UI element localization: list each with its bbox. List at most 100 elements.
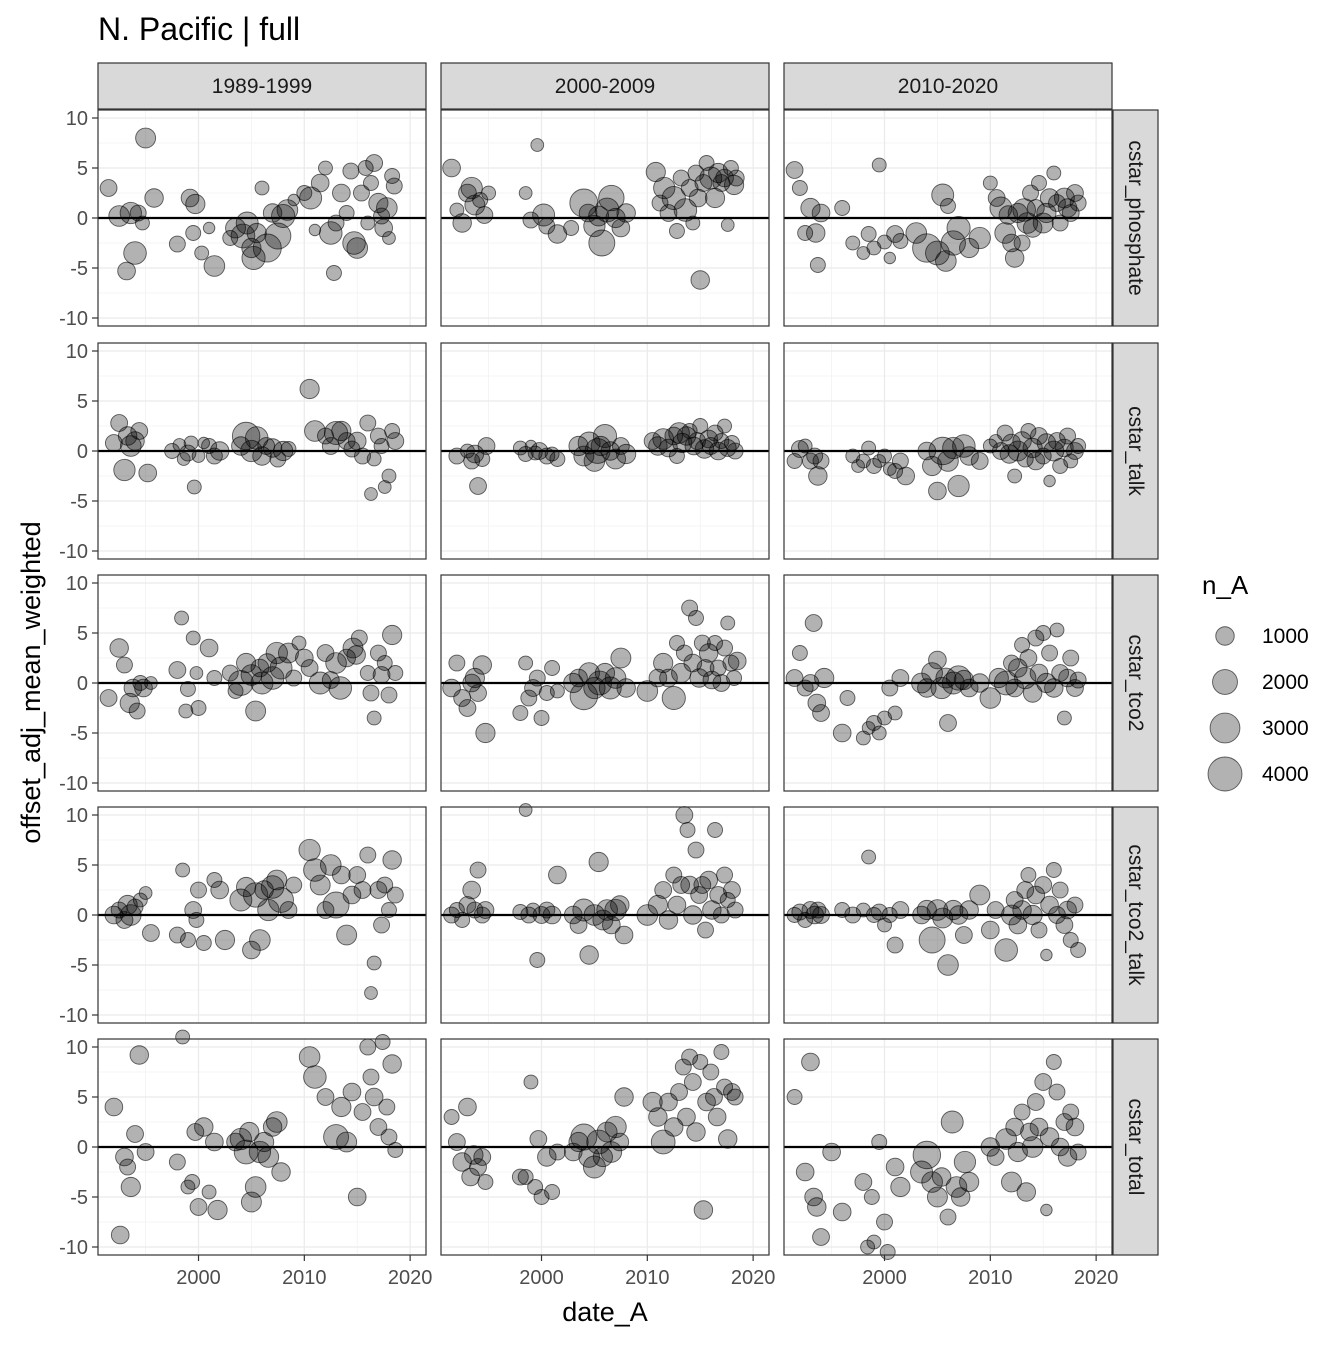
panel-border (440, 574, 770, 792)
data-point (946, 215, 971, 241)
data-point (856, 246, 871, 260)
data-point (296, 185, 313, 201)
data-point (195, 935, 212, 951)
row-strip-label: cstar_total (1124, 1099, 1147, 1196)
data-point (1065, 1117, 1085, 1137)
data-point (677, 1107, 696, 1127)
data-point (477, 1174, 494, 1190)
data-point (252, 233, 282, 263)
data-point (610, 647, 632, 669)
data-point (366, 710, 382, 726)
data-point (890, 1176, 911, 1198)
data-point (970, 452, 989, 470)
y-tick-label: 5 (77, 1087, 88, 1109)
data-point (598, 184, 625, 212)
data-point (979, 687, 1002, 709)
panel-border (783, 1038, 1113, 1256)
data-point (905, 222, 928, 244)
data-point (475, 722, 496, 744)
data-point (681, 599, 699, 617)
data-point (723, 881, 741, 899)
data-point (135, 127, 157, 149)
data-point (481, 185, 497, 201)
y-tick-label: 0 (77, 1137, 88, 1159)
data-point (1020, 423, 1037, 439)
data-point (969, 884, 991, 906)
data-point (298, 838, 321, 862)
data-point (120, 1176, 141, 1198)
data-point (518, 655, 534, 671)
legend-label: 2000 (1262, 671, 1309, 694)
data-point (308, 223, 322, 237)
data-point (168, 1153, 186, 1171)
data-point (202, 221, 216, 235)
data-point (673, 198, 698, 222)
data-point (373, 916, 390, 934)
data-point (109, 638, 129, 658)
y-tick-label: 10 (66, 573, 88, 595)
data-point (377, 480, 392, 494)
data-point (986, 1148, 1005, 1166)
data-point (342, 1082, 362, 1102)
data-point (443, 1109, 460, 1125)
data-point (839, 690, 856, 706)
y-tick-label: 5 (77, 391, 88, 413)
row-strip-label: cstar_talk (1124, 406, 1147, 496)
data-point (185, 193, 206, 215)
data-point (374, 218, 393, 238)
data-point (932, 907, 954, 929)
data-point (549, 451, 566, 467)
data-point (186, 479, 202, 495)
data-point (797, 438, 813, 454)
data-point (577, 431, 601, 455)
data-point (262, 1117, 283, 1137)
data-point (940, 198, 956, 214)
data-point (588, 851, 609, 873)
y-tick-label: -10 (59, 541, 88, 563)
data-point (702, 1063, 720, 1081)
data-point (808, 466, 828, 486)
data-point (664, 1117, 684, 1137)
data-point (245, 700, 267, 722)
data-point (1005, 1117, 1024, 1137)
data-point (303, 1065, 327, 1089)
data-point (807, 1197, 827, 1217)
data-point (135, 215, 150, 231)
data-point (727, 169, 745, 187)
data-point (871, 1134, 888, 1150)
data-point (325, 265, 342, 281)
data-point (359, 665, 376, 681)
data-point (527, 1179, 544, 1195)
data-point (113, 458, 136, 482)
data-point (688, 610, 704, 626)
data-point (931, 183, 955, 207)
y-axis-title: offset_adj_mean_weighted (16, 521, 46, 843)
data-point (866, 1234, 882, 1250)
data-point (807, 693, 827, 713)
data-point (366, 955, 382, 971)
data-point (99, 179, 118, 197)
data-point (129, 1045, 149, 1065)
data-point (298, 1046, 321, 1068)
data-point (1055, 1113, 1074, 1131)
x-tick-label: 2000 (519, 1267, 564, 1289)
data-point (168, 235, 186, 253)
data-point (892, 233, 909, 249)
panel-border (783, 342, 1113, 560)
data-point (694, 439, 715, 459)
data-point (115, 1147, 134, 1167)
data-point (707, 1107, 727, 1127)
data-point (381, 468, 397, 484)
data-point (360, 215, 376, 231)
data-point (364, 487, 378, 501)
data-point (804, 614, 823, 632)
data-point (583, 214, 606, 238)
x-tick-label: 2020 (731, 1267, 776, 1289)
data-point (686, 1122, 706, 1142)
data-point (654, 881, 673, 899)
x-tick-label: 2010 (625, 1267, 670, 1289)
data-point (366, 451, 382, 467)
data-point (1040, 1203, 1053, 1217)
data-point (1055, 916, 1074, 934)
data-point (185, 630, 201, 646)
